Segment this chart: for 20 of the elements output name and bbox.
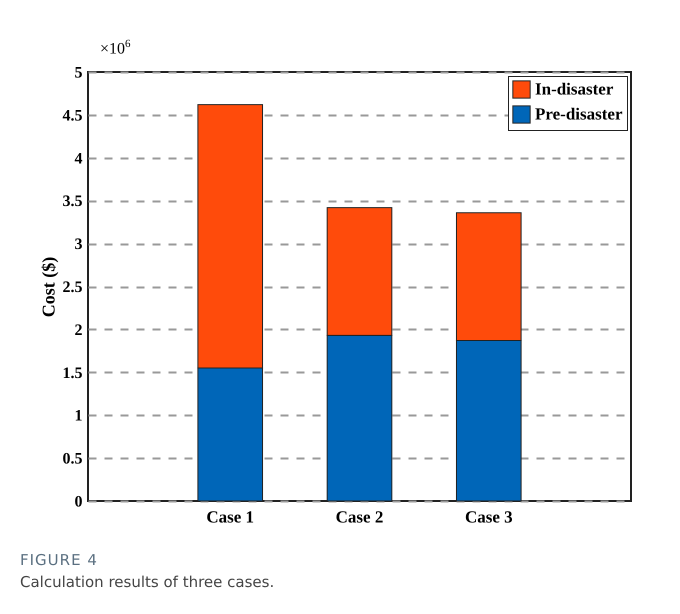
legend-label: Pre-disaster — [535, 104, 623, 124]
text: ×10$^{6}$ — [100, 38, 131, 58]
y-tick-label: 1.5 — [62, 364, 82, 382]
text: Calculation results of three cases. — [20, 573, 276, 591]
y-axis-title: Cost ($) — [38, 256, 58, 318]
caption: FIGURE 4 — [20, 551, 99, 569]
y-tick-label: 2.5 — [62, 279, 82, 296]
y-tick-label: 4.5 — [62, 107, 82, 124]
y-tick-label: 2 — [74, 322, 82, 339]
y-tick-label: 0.5 — [62, 450, 82, 468]
y-tick-label: 0 — [74, 494, 82, 510]
x-tick-label: Case 1 — [206, 508, 254, 526]
x-tick-label: Case 2 — [336, 508, 384, 526]
y-tick-label: 3.5 — [62, 193, 82, 210]
y-tick-label: 3 — [74, 236, 82, 254]
y-tick-label: 1 — [74, 408, 82, 425]
legend-label: In-disaster — [535, 80, 614, 98]
y-tick-label: 4 — [74, 150, 82, 168]
y-tick-label: 5 — [74, 64, 82, 82]
x-tick-label: Case 3 — [464, 508, 513, 526]
